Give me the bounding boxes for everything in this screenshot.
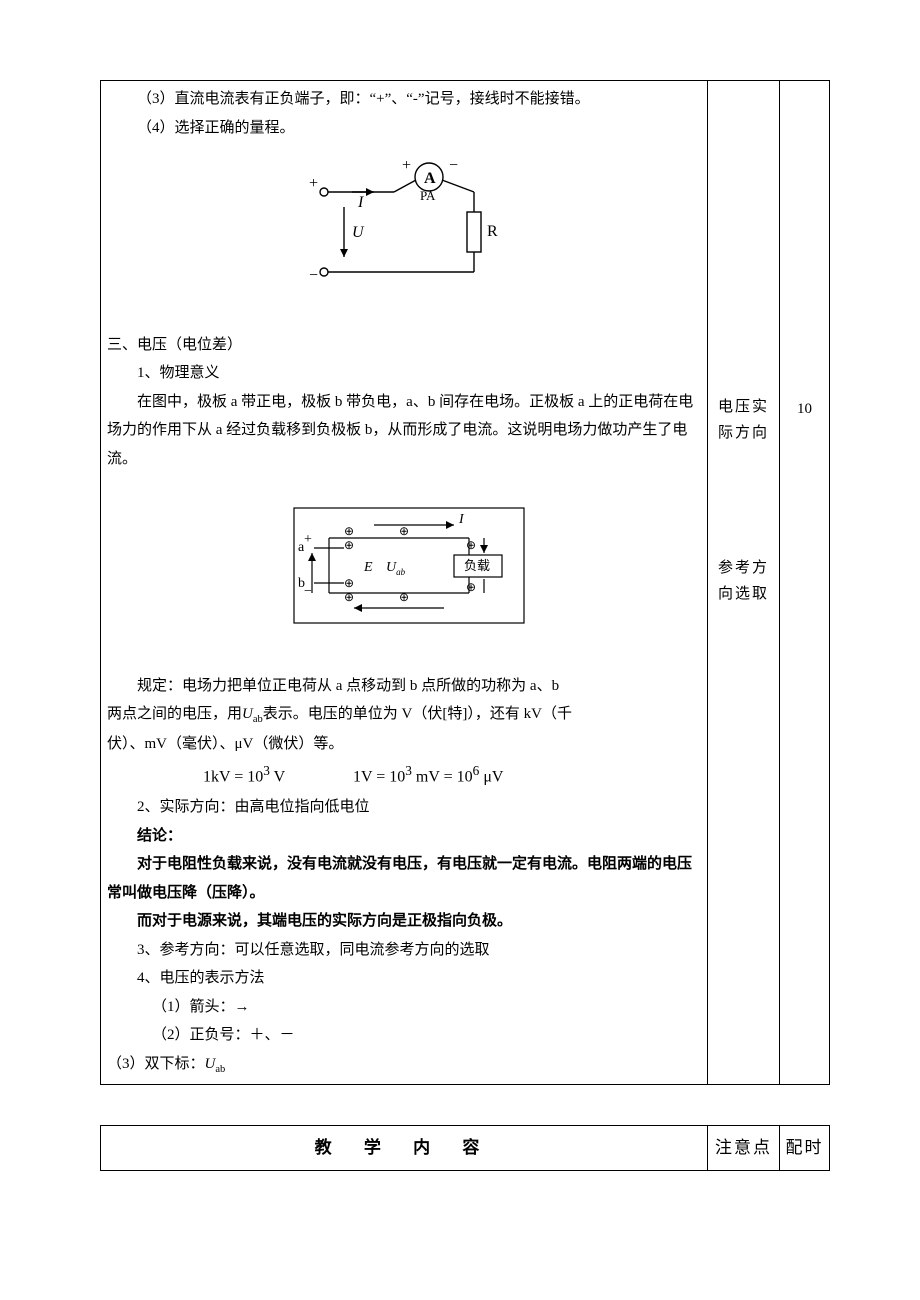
sec3-1: 1、物理意义	[107, 359, 701, 388]
sec3-1-body: 在图中，极板 a 带正电，极板 b 带负电，a、b 间存在电场。正极板 a 上的…	[107, 388, 701, 474]
d1-R: R	[487, 223, 498, 240]
d1-I: I	[357, 194, 364, 211]
sec3-4-3-pre: （3）双下标：	[107, 1056, 205, 1072]
footer-col1: 教 学 内 容	[101, 1125, 708, 1170]
svg-text:⊕: ⊕	[344, 576, 354, 590]
uab-sub: ab	[253, 714, 263, 725]
sec3-rule-a: 规定：电场力把单位正电荷从 a 点移动到 b 点所做的功称为 a、b	[107, 672, 701, 701]
d1-PA: PA	[420, 188, 436, 203]
circuit-diagram-1: + − + − A PA I U R	[107, 152, 701, 313]
d2-Uab: Uab	[386, 560, 406, 577]
note-1: 电压实际方向	[714, 395, 773, 446]
sec3-2: 2、实际方向：由高电位指向低电位	[107, 793, 701, 822]
svg-text:⊕: ⊕	[344, 590, 354, 604]
eq-r-a: 1V = 10	[353, 769, 405, 786]
eq-r-a-sup: 3	[405, 763, 412, 778]
note-2: 参考方向选取	[714, 556, 773, 607]
main-table: （3）直流电流表有正负端子，即：“+”、“-”记号，接线时不能接错。 （4）选择…	[100, 80, 830, 1085]
sec3-3: 3、参考方向：可以任意选取，同电流参考方向的选取	[107, 936, 701, 965]
time-1: 10	[786, 395, 823, 424]
d1-A: A	[424, 170, 436, 187]
svg-text:⊕: ⊕	[399, 524, 409, 538]
sec3-rule-c: 伏）、mV（毫伏）、μV（微伏）等。	[107, 730, 701, 759]
d2-I: I	[458, 512, 465, 527]
footer-table: 教 学 内 容 注意点 配时	[100, 1125, 830, 1171]
sec3-rule-b: 两点之间的电压，用Uab表示。电压的单位为 V（伏[特]），还有 kV（千	[107, 700, 701, 730]
unit-equation: 1kV = 103 V 1V = 103 mV = 106 μV	[107, 758, 701, 793]
para-3: （3）直流电流表有正负端子，即：“+”、“-”记号，接线时不能接错。	[107, 85, 701, 114]
sec3-4-2: （2）正负号：＋、－	[107, 1021, 701, 1050]
svg-text:⊕: ⊕	[399, 590, 409, 604]
d1-minus-in: −	[309, 267, 318, 284]
d1-plus-in: +	[309, 175, 318, 192]
footer-col2: 注意点	[708, 1125, 780, 1170]
conclusion-label: 结论：	[107, 822, 701, 851]
footer-col3: 配时	[780, 1125, 830, 1170]
d2-load: 负载	[464, 558, 490, 573]
svg-text:⊕: ⊕	[466, 580, 476, 594]
sec3-4-1: （1）箭头：→	[107, 993, 701, 1022]
content-cell: （3）直流电流表有正负端子，即：“+”、“-”记号，接线时不能接错。 （4）选择…	[101, 81, 708, 1085]
d2-plus: +	[304, 532, 312, 547]
d1-plus-a: +	[402, 157, 411, 174]
conclusion-2: 而对于电源来说，其端电压的实际方向是正极指向负极。	[107, 907, 701, 936]
sec3-rule-b-post: 表示。电压的单位为 V（伏[特]），还有 kV（千	[263, 706, 572, 722]
sec3-4: 4、电压的表示方法	[107, 964, 701, 993]
sec3-4-3-sub: ab	[215, 1064, 225, 1075]
eq-l-unit: V	[270, 769, 285, 786]
eq-l-sup: 3	[263, 763, 270, 778]
eq-r-a-unit: mV = 10	[412, 769, 473, 786]
svg-text:⊕: ⊕	[466, 538, 476, 552]
d1-U: U	[352, 224, 365, 241]
d2-E: E	[363, 560, 373, 575]
eq-l: 1kV = 10	[203, 769, 263, 786]
d1-minus-a: −	[449, 157, 458, 174]
svg-text:⊕: ⊕	[344, 524, 354, 538]
eq-r-b-unit: μV	[479, 769, 503, 786]
note-cell: 电压实际方向 参考方向选取	[708, 81, 780, 1085]
uab-sym: U	[242, 706, 253, 722]
d2-minus: −	[304, 584, 312, 599]
page: （3）直流电流表有正负端子，即：“+”、“-”记号，接线时不能接错。 （4）选择…	[0, 0, 920, 1300]
conclusion-1: 对于电阻性负载来说，没有电流就没有电压，有电压就一定有电流。电阻两端的电压常叫做…	[107, 850, 701, 907]
sec3-4-3-sym: U	[205, 1056, 216, 1072]
circuit-diagram-2: ⊕ ⊕ ⊕ ⊕ ⊕ ⊕ ⊕ ⊕ a b + − E	[107, 483, 701, 654]
time-cell: 10	[780, 81, 830, 1085]
sec3-rule-b-pre: 两点之间的电压，用	[107, 706, 242, 722]
sec3-4-3: （3）双下标：Uab	[107, 1050, 701, 1080]
section-3-title: 三、电压（电位差）	[107, 331, 701, 360]
para-4: （4）选择正确的量程。	[107, 114, 701, 143]
svg-text:⊕: ⊕	[344, 538, 354, 552]
